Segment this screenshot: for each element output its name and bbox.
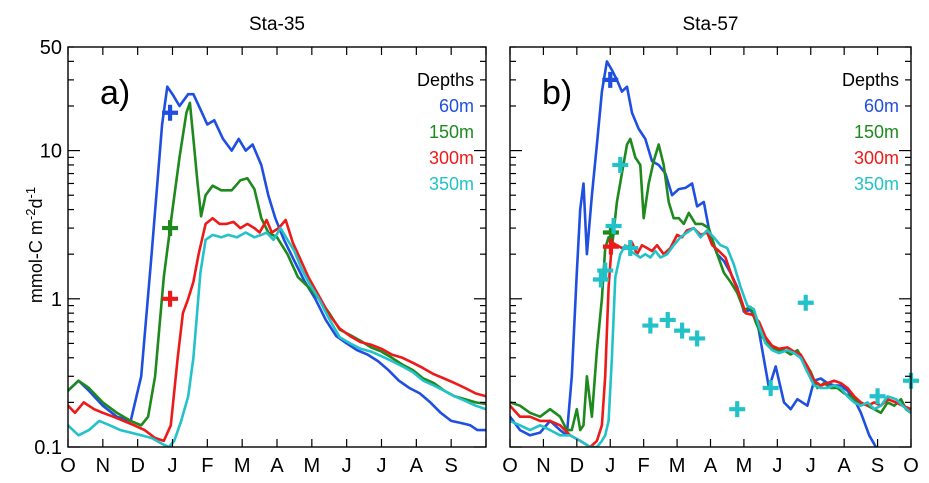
x-tick-label: M [736,455,753,477]
marker-350m [797,294,814,311]
marker-60m [162,104,179,121]
marker-60m [602,71,619,88]
panel-label: b) [542,74,572,112]
marker-350m [674,322,691,339]
marker-350m [605,217,622,234]
x-tick-label: O [903,455,919,477]
marker-350m [689,330,706,347]
x-tick-label: N [96,455,110,477]
legend-entry-350m: 350m [429,174,474,194]
x-tick-label: J [168,455,178,477]
marker-350m [869,388,886,405]
y-axis-title-exp1: -2 [23,209,38,221]
y-axis-title-exp2: -1 [23,187,38,199]
marker-300m [162,290,179,307]
x-tick-label: J [377,455,387,477]
x-tick-label: A [270,455,284,477]
series-line-350m [68,226,486,447]
marker-150m [162,220,179,237]
legend-title: Depths [417,70,474,90]
series-line-60m [510,60,878,447]
x-tick-label: D [130,455,144,477]
x-tick-label: S [444,455,457,477]
legend-entry-300m: 300m [854,148,899,168]
y-tick-label: 10 [40,141,62,163]
panel-label: a) [100,74,130,112]
x-tick-label: A [704,455,718,477]
marker-350m [612,156,629,173]
y-tick-label: 50 [40,37,62,59]
panel-b: Sta-57O N D J F M A M J J A S Ob) Depths60m150m300m35… [502,14,919,477]
panel-title: Sta-57 [683,14,739,35]
legend-entry-300m: 300m [429,148,474,168]
x-tick-label: J [772,455,782,477]
marker-350m [622,240,639,257]
x-tick-label: F [201,455,213,477]
series-line-300m [68,216,486,443]
x-tick-label: M [234,455,251,477]
y-ticks [68,46,486,448]
x-tick-label: J [806,455,816,477]
y-axis-title-mid: d [26,198,46,208]
x-tick-label: O [60,455,76,477]
legend-entry-60m: 60m [864,96,899,116]
marker-350m [729,401,746,418]
x-tick-label: M [303,455,320,477]
x-tick-label: O [502,455,518,477]
marker-300m [602,238,619,255]
series-group [510,60,911,447]
legend-entry-350m: 350m [854,174,899,194]
x-tick-label: J [342,455,352,477]
marker-350m [592,271,609,288]
x-tick-label: M [669,455,686,477]
legend-title: Depths [842,70,899,90]
y-axis-title-base: mmol-C m [26,220,46,303]
series-line-60m [68,85,486,432]
y-tick-label: 1 [51,289,62,311]
x-tick-label: A [837,455,851,477]
marker-350m [659,311,676,328]
marker-350m [762,380,779,397]
series-group [68,85,486,447]
y-tick-label: 0.1 [34,437,62,459]
plot-frame [67,46,487,448]
x-tick-label: J [605,455,615,477]
x-tick-label: N [536,455,550,477]
marker-350m [642,317,659,334]
x-tick-label: A [410,455,424,477]
legend-entry-60m: 60m [439,96,474,116]
x-tick-label: F [638,455,650,477]
x-tick-label: S [871,455,884,477]
series-line-150m [68,101,486,427]
x-ticks [509,47,912,447]
svg-text:mmol-C m-2d-1: mmol-C m-2d-1 [23,187,46,303]
legend-entry-150m: 150m [429,122,474,142]
legend-entry-150m: 150m [854,122,899,142]
panel-title: Sta-35 [249,14,305,35]
x-ticks [67,47,487,447]
marker-350m [597,262,614,279]
series-line-300m [510,226,911,447]
y-axis-title: mmol-C m-2d-1 [23,187,46,303]
series-line-350m [510,226,911,447]
x-tick-label: D [570,455,584,477]
y-ticks [510,46,911,448]
